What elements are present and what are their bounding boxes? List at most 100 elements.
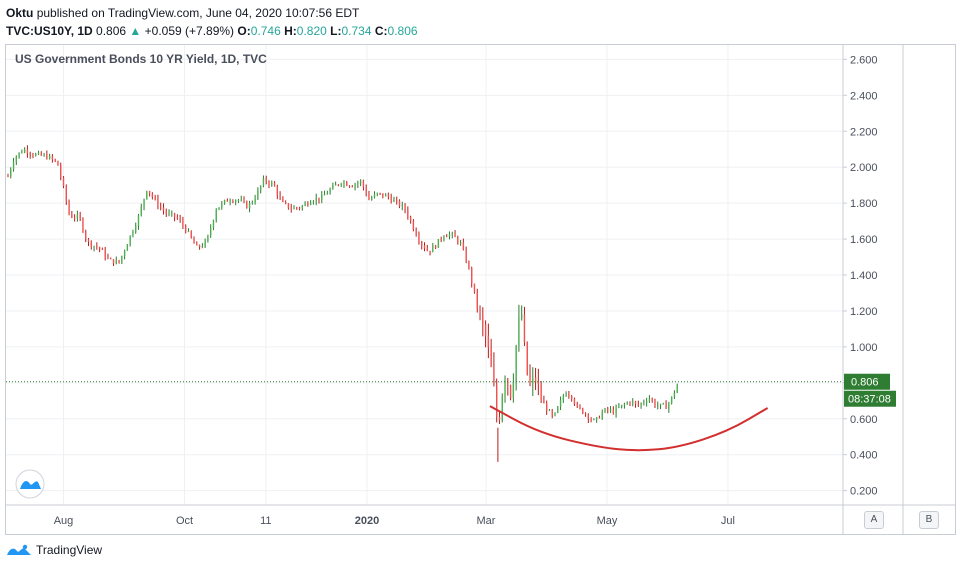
candle-body xyxy=(554,412,556,416)
candle-body xyxy=(354,184,356,187)
candle-body xyxy=(379,192,381,194)
scale-a-button[interactable]: A xyxy=(864,511,884,529)
candle-body xyxy=(46,154,48,159)
candle-body xyxy=(323,194,326,196)
candle-body xyxy=(520,314,523,319)
candle-body xyxy=(473,283,476,293)
candle-body xyxy=(209,228,212,236)
candle-body xyxy=(529,373,531,384)
chart-header: Oktu published on TradingView.com, June … xyxy=(6,4,418,40)
candle-body xyxy=(498,416,501,421)
x-tick-label: Aug xyxy=(54,515,74,527)
candle-body xyxy=(282,198,284,202)
candle-body xyxy=(257,190,259,199)
candle-body xyxy=(496,384,498,417)
countdown-text: 08:37:08 xyxy=(848,394,891,406)
candle-body xyxy=(548,410,551,412)
candle-body xyxy=(176,217,179,219)
candle-body xyxy=(293,207,295,210)
candle-body xyxy=(582,408,584,414)
candle-body xyxy=(126,244,129,251)
candle-body xyxy=(98,247,101,249)
candle-body xyxy=(201,246,204,248)
high-value: 0.820 xyxy=(296,24,327,38)
price-labels: 0.806 08:37:08 xyxy=(6,373,896,499)
candle-body xyxy=(76,214,79,218)
scale-b-button[interactable]: B xyxy=(919,511,939,529)
candle-body xyxy=(71,214,73,218)
chart-title: US Government Bonds 10 YR Yield, 1D, TVC xyxy=(15,52,267,66)
tradingview-branding[interactable]: TradingView xyxy=(6,543,102,557)
symbol-label: TVC:US10Y, 1D xyxy=(6,24,93,38)
candle-body xyxy=(307,203,309,205)
candle-body xyxy=(595,417,598,420)
candle-body xyxy=(237,199,240,201)
publisher-name[interactable]: Oktu xyxy=(6,6,34,20)
candle-body xyxy=(254,198,256,202)
candle-body xyxy=(409,217,412,221)
candle-body xyxy=(626,402,628,405)
candle-body xyxy=(37,152,40,154)
candle-body xyxy=(373,194,376,198)
candle-body xyxy=(579,405,581,409)
candle-body xyxy=(459,242,462,244)
candle-body xyxy=(534,377,537,382)
tradingview-logo-icon xyxy=(7,544,31,555)
candle-body xyxy=(587,414,590,419)
candle-body xyxy=(515,345,517,382)
candle-body xyxy=(423,245,426,249)
candle-body xyxy=(104,249,106,258)
candle-body xyxy=(118,260,120,263)
candle-body xyxy=(384,194,387,197)
candle-body xyxy=(407,209,409,218)
close-label: C: xyxy=(374,24,388,38)
ohlc-line: TVC:US10Y, 1D 0.806 ▲ +0.059 (+7.89%) O:… xyxy=(6,22,418,40)
candle-body xyxy=(618,407,620,409)
candle-body xyxy=(532,377,534,384)
candle-body xyxy=(551,410,553,416)
candle-body xyxy=(404,204,406,210)
candle-body xyxy=(440,239,442,241)
candle-body xyxy=(115,260,117,264)
candle-body xyxy=(426,248,428,251)
y-tick-label: 1.600 xyxy=(850,234,878,246)
arc-annotation xyxy=(489,405,769,452)
candle-body xyxy=(451,233,453,235)
candle-body xyxy=(162,207,165,211)
candle-body xyxy=(85,231,87,240)
candle-body xyxy=(421,241,423,246)
candle-body xyxy=(204,241,206,247)
candle-body xyxy=(676,384,678,393)
low-value: 0.734 xyxy=(341,24,372,38)
candle-body xyxy=(657,405,659,407)
candle-body xyxy=(87,239,90,242)
candle-body xyxy=(382,193,384,197)
candles xyxy=(7,145,678,462)
candle-body xyxy=(193,237,195,244)
chart-frame[interactable] xyxy=(5,44,956,535)
candle-body xyxy=(537,381,540,385)
grid xyxy=(6,45,843,505)
candle-body xyxy=(248,203,251,209)
chart-logo-icon xyxy=(20,481,41,489)
candle-body xyxy=(454,233,456,238)
candle-body xyxy=(501,395,503,421)
candle-body xyxy=(573,398,576,405)
candle-body xyxy=(351,186,353,188)
candle-body xyxy=(198,245,201,247)
candle-body xyxy=(48,155,51,159)
candle-body xyxy=(632,401,634,404)
candle-body xyxy=(615,407,617,414)
candle-body xyxy=(668,403,670,409)
publish-line: Oktu published on TradingView.com, June … xyxy=(6,4,418,22)
candle-body xyxy=(493,366,495,385)
candle-body xyxy=(232,201,234,203)
candle-body xyxy=(212,220,215,229)
candle-body xyxy=(57,161,59,166)
candle-body xyxy=(387,194,390,198)
candle-body xyxy=(398,200,401,207)
last-price-badge xyxy=(844,373,890,390)
candle-body xyxy=(218,207,220,210)
candle-body xyxy=(43,154,45,156)
